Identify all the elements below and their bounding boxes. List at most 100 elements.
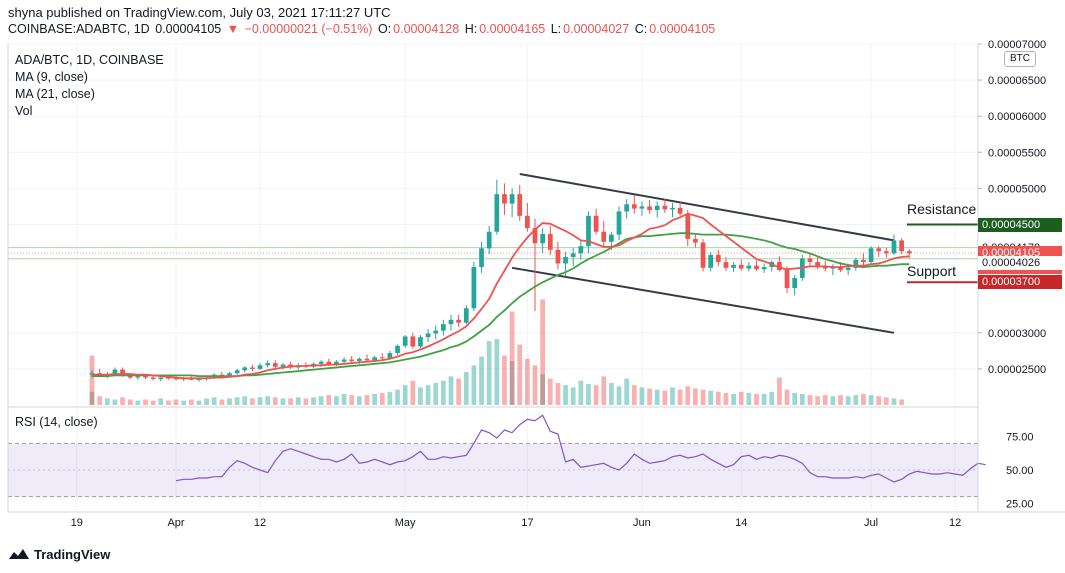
time-tick-label[interactable]: 12 — [254, 517, 266, 529]
candle[interactable] — [379, 353, 385, 361]
ma21-line[interactable] — [92, 232, 910, 378]
candle[interactable] — [685, 210, 691, 247]
candle[interactable] — [509, 188, 515, 218]
time-tick-label[interactable]: 14 — [735, 517, 747, 529]
legend-vol[interactable]: Vol — [15, 104, 33, 118]
candle[interactable] — [876, 246, 882, 257]
candle[interactable] — [754, 260, 759, 271]
candle[interactable] — [425, 329, 431, 343]
trendline[interactable] — [519, 172, 895, 242]
candle[interactable] — [463, 305, 469, 325]
candle[interactable] — [242, 366, 248, 373]
candle[interactable] — [586, 211, 591, 254]
price-tick-label[interactable]: 0.00007000 — [988, 39, 1046, 51]
candle[interactable] — [899, 238, 904, 255]
candle[interactable] — [525, 202, 530, 232]
candle[interactable] — [647, 199, 652, 214]
currency-button[interactable]: BTC — [1004, 51, 1036, 67]
candle[interactable] — [593, 208, 599, 235]
candle[interactable] — [364, 354, 370, 362]
candle[interactable] — [547, 225, 553, 255]
candle[interactable] — [761, 263, 767, 273]
candle[interactable] — [616, 206, 622, 241]
candle[interactable] — [708, 251, 714, 272]
channel-trendlines[interactable] — [511, 172, 895, 334]
candle[interactable] — [853, 257, 859, 271]
candle[interactable] — [257, 363, 263, 371]
candle[interactable] — [670, 202, 675, 218]
candle[interactable] — [601, 220, 607, 248]
candle[interactable] — [738, 259, 744, 271]
candle[interactable] — [868, 246, 874, 264]
candle[interactable] — [540, 228, 546, 254]
candle[interactable] — [883, 247, 889, 258]
price-tick-label[interactable]: 0.00005500 — [988, 147, 1046, 159]
candle[interactable] — [532, 218, 538, 312]
price-axis-ticks[interactable]: 0.00007000 0.00006500 0.00006000 0.00005500… — [978, 39, 1046, 376]
candle[interactable] — [234, 368, 240, 375]
candle[interactable] — [769, 260, 775, 272]
candle[interactable] — [402, 334, 408, 348]
time-tick-label[interactable]: 12 — [949, 517, 961, 529]
trendline[interactable] — [511, 266, 895, 334]
candle[interactable] — [654, 201, 660, 218]
candle[interactable] — [486, 225, 492, 255]
price-tick-label[interactable]: 0.00005000 — [988, 183, 1046, 195]
symbol-label[interactable]: COINBASE:ADABTC, 1D — [8, 22, 150, 36]
candle[interactable] — [662, 198, 668, 213]
legend-ma9[interactable]: MA (9, close) — [15, 70, 88, 84]
candlesticks[interactable] — [89, 179, 912, 382]
candle[interactable] — [624, 199, 630, 219]
ma9-line[interactable] — [92, 212, 910, 380]
time-tick-label[interactable]: 19 — [71, 517, 83, 529]
candle[interactable] — [479, 241, 484, 273]
price-tick-label[interactable]: 0.00006500 — [988, 75, 1046, 87]
price-tick-label[interactable]: 0.00006000 — [988, 111, 1046, 123]
candle[interactable] — [555, 241, 561, 270]
candle[interactable] — [471, 262, 477, 312]
candle[interactable] — [440, 319, 446, 336]
candle[interactable] — [265, 360, 271, 368]
price-tick-label[interactable]: 0.00002500 — [988, 364, 1046, 376]
candle[interactable] — [272, 360, 278, 369]
time-tick-label[interactable]: 17 — [521, 517, 533, 529]
candle[interactable] — [631, 195, 637, 214]
candle[interactable] — [746, 262, 752, 272]
candle[interactable] — [494, 179, 500, 235]
candle[interactable] — [830, 264, 836, 276]
candle[interactable] — [677, 202, 683, 216]
candle[interactable] — [777, 256, 782, 272]
candle[interactable] — [433, 325, 439, 340]
candle[interactable] — [891, 234, 897, 255]
candle[interactable] — [723, 256, 729, 271]
candle[interactable] — [410, 332, 416, 349]
candle[interactable] — [639, 201, 645, 216]
tradingview-brand[interactable]: TradingView — [34, 547, 111, 562]
candle[interactable] — [502, 183, 507, 216]
time-tick-label[interactable]: May — [395, 517, 416, 529]
legend-ma21[interactable]: MA (21, close) — [15, 87, 95, 101]
candle[interactable] — [578, 241, 584, 260]
candle[interactable] — [418, 334, 423, 348]
candle[interactable] — [456, 314, 461, 328]
candle[interactable] — [807, 253, 813, 267]
candle[interactable] — [288, 361, 293, 369]
candle[interactable] — [861, 253, 866, 267]
candle[interactable] — [250, 364, 255, 372]
time-tick-label[interactable]: Jun — [633, 517, 651, 529]
candle[interactable] — [570, 247, 576, 267]
legend-title[interactable]: ADA/BTC, 1D, COINBASE — [15, 53, 164, 67]
candle[interactable] — [517, 184, 523, 221]
candle[interactable] — [792, 275, 798, 296]
candle[interactable] — [349, 355, 355, 364]
candle[interactable] — [731, 262, 736, 273]
candle[interactable] — [693, 234, 698, 248]
candle[interactable] — [715, 249, 721, 267]
candle[interactable] — [700, 238, 706, 272]
legend-rsi[interactable]: RSI (14, close) — [15, 415, 98, 429]
candle[interactable] — [280, 363, 286, 370]
rsi-line[interactable] — [175, 414, 986, 483]
time-tick-label[interactable]: Jul — [864, 517, 878, 529]
candle[interactable] — [448, 314, 454, 331]
